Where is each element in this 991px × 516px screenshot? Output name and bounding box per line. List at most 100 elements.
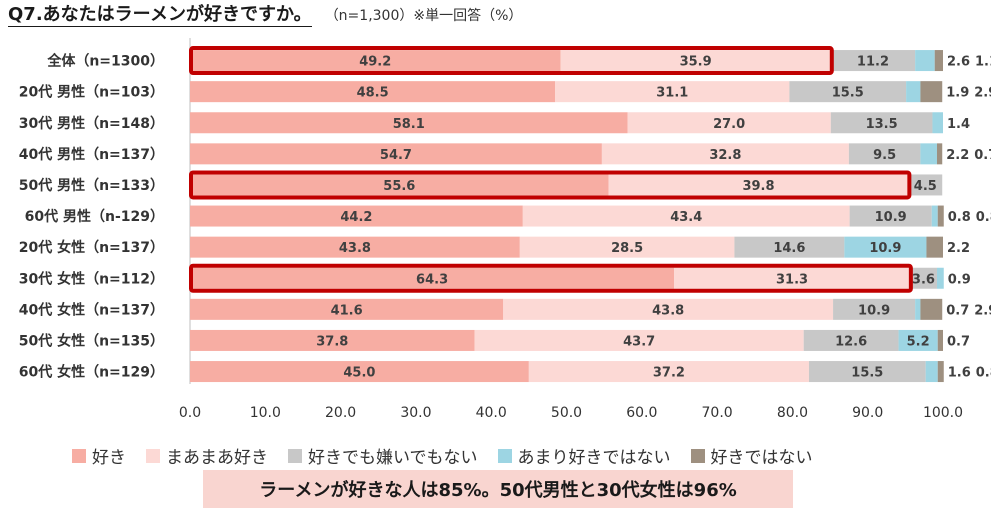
bar-segment bbox=[925, 361, 938, 383]
bar-segment bbox=[849, 205, 932, 227]
bar-segment bbox=[190, 267, 675, 289]
stacked-bar-chart: 全体（n=1300） 49.2 35.9 11.2 2.6 1.1 20代 男性（n=103… bbox=[19, 38, 991, 421]
data-label: 0.7 bbox=[946, 303, 969, 318]
data-label: 39.8 bbox=[742, 179, 774, 194]
legend-swatch bbox=[690, 448, 705, 463]
data-label: 43.4 bbox=[670, 210, 702, 225]
data-label: 4.5 bbox=[914, 179, 937, 194]
data-label: 43.8 bbox=[652, 303, 684, 318]
x-tick-label: 70.0 bbox=[702, 405, 733, 421]
chart-subtitle: （n=1,300）※単一回答（%） bbox=[324, 8, 523, 24]
data-label: 31.1 bbox=[656, 86, 688, 101]
bar-segment bbox=[932, 112, 943, 134]
data-label: 1.9 bbox=[946, 86, 969, 101]
row-label: 60代 男性（n-129） bbox=[25, 208, 164, 225]
data-label: 2.6 bbox=[947, 55, 970, 70]
data-label: 12.6 bbox=[835, 334, 867, 349]
data-label: 32.8 bbox=[709, 148, 741, 163]
summary-callout: ラーメンが好きな人は85%。50代男性と30代女性は96% bbox=[203, 470, 793, 508]
row-label: 全体（n=1300） bbox=[46, 53, 164, 70]
data-label: 10.9 bbox=[858, 303, 890, 318]
bar-segment bbox=[898, 329, 938, 351]
data-label: 9.5 bbox=[873, 148, 896, 163]
bar-segment bbox=[926, 236, 943, 258]
bar-segment bbox=[190, 236, 520, 258]
data-label: 1.6 bbox=[948, 366, 971, 381]
bar-segment bbox=[190, 205, 523, 227]
data-label: 1.1 bbox=[975, 55, 991, 70]
row-label: 40代 女性（n=137） bbox=[19, 301, 164, 318]
data-label: 37.2 bbox=[653, 366, 685, 381]
legend-swatch bbox=[288, 448, 302, 463]
data-label: 45.0 bbox=[343, 366, 375, 381]
data-label: 55.6 bbox=[383, 179, 415, 194]
summary-callout-text: ラーメンが好きな人は85%。50代男性と30代女性は96% bbox=[259, 480, 737, 501]
data-label: 10.9 bbox=[869, 241, 901, 256]
legend-item: あまり好きではない bbox=[497, 443, 671, 468]
bar-segment bbox=[906, 81, 921, 103]
bar-segment bbox=[937, 205, 944, 227]
data-label: 35.9 bbox=[680, 55, 712, 70]
data-label: 2.9 bbox=[974, 86, 991, 101]
bar-segment bbox=[915, 298, 921, 320]
data-label: 0.7 bbox=[947, 334, 970, 349]
bar-segment bbox=[528, 361, 809, 383]
bar-segment bbox=[608, 174, 909, 196]
data-label: 3.6 bbox=[912, 272, 935, 287]
bar-segment bbox=[601, 143, 849, 165]
data-label: 13.5 bbox=[866, 117, 898, 132]
bar-segment bbox=[519, 236, 735, 258]
bar-segment bbox=[627, 112, 831, 134]
data-label: 48.5 bbox=[357, 86, 389, 101]
data-label: 49.2 bbox=[359, 55, 391, 70]
bar-segment bbox=[833, 298, 916, 320]
data-label: 14.6 bbox=[773, 241, 805, 256]
x-tick-label: 60.0 bbox=[626, 405, 657, 421]
row-label: 20代 男性（n=103） bbox=[19, 84, 164, 101]
bar-segment bbox=[920, 81, 943, 103]
bar-segment bbox=[920, 298, 943, 320]
data-label: 37.8 bbox=[316, 334, 348, 349]
data-label: 28.5 bbox=[611, 241, 643, 256]
legend-label: 好き bbox=[92, 448, 126, 468]
highlight-frame bbox=[189, 46, 834, 76]
bar-segment bbox=[830, 50, 916, 72]
bar-segment bbox=[908, 174, 943, 196]
bar-segment bbox=[190, 329, 475, 351]
data-label: 2.9 bbox=[974, 303, 991, 318]
bar-segment bbox=[555, 81, 790, 103]
data-label: 43.7 bbox=[623, 334, 655, 349]
legend-item: 好きでも嫌いでもない bbox=[288, 443, 478, 468]
legend-swatch bbox=[146, 448, 160, 463]
bar-segment bbox=[936, 143, 943, 165]
bar-segment bbox=[474, 329, 804, 351]
legend-item: 好きではない bbox=[690, 443, 813, 468]
data-label: 11.2 bbox=[857, 55, 889, 70]
data-label: 0.8 bbox=[976, 366, 991, 381]
bar-segment bbox=[844, 236, 927, 258]
bar-segment bbox=[915, 50, 935, 72]
data-label: 15.5 bbox=[832, 86, 864, 101]
x-tick-label: 40.0 bbox=[476, 405, 507, 421]
x-tick-label: 50.0 bbox=[551, 405, 582, 421]
x-tick-label: 100.0 bbox=[923, 405, 963, 421]
legend-label: 好きではない bbox=[710, 448, 813, 468]
x-tick-label: 10.0 bbox=[250, 405, 281, 421]
data-label: 44.2 bbox=[340, 210, 372, 225]
legend-swatch bbox=[497, 448, 512, 463]
data-label: 0.8 bbox=[948, 210, 971, 225]
chart-title: Q7.あなたはラーメンが好きですか。 bbox=[8, 0, 312, 27]
legend-item: 好き bbox=[72, 443, 126, 468]
bar-segment bbox=[190, 112, 628, 134]
bar-segment bbox=[937, 361, 944, 383]
bar-segment bbox=[848, 143, 921, 165]
chart-header: Q7.あなたはラーメンが好きですか。 （n=1,300）※単一回答（%） bbox=[8, 0, 522, 30]
bar-segment bbox=[522, 205, 850, 227]
x-tick-label: 90.0 bbox=[852, 405, 883, 421]
bar-segment bbox=[190, 50, 561, 72]
bar-segment bbox=[503, 298, 834, 320]
bar-segment bbox=[808, 361, 926, 383]
data-label: 2.2 bbox=[947, 241, 970, 256]
row-label: 40代 男性（n=137） bbox=[19, 146, 164, 163]
x-tick-label: 0.0 bbox=[179, 405, 201, 421]
